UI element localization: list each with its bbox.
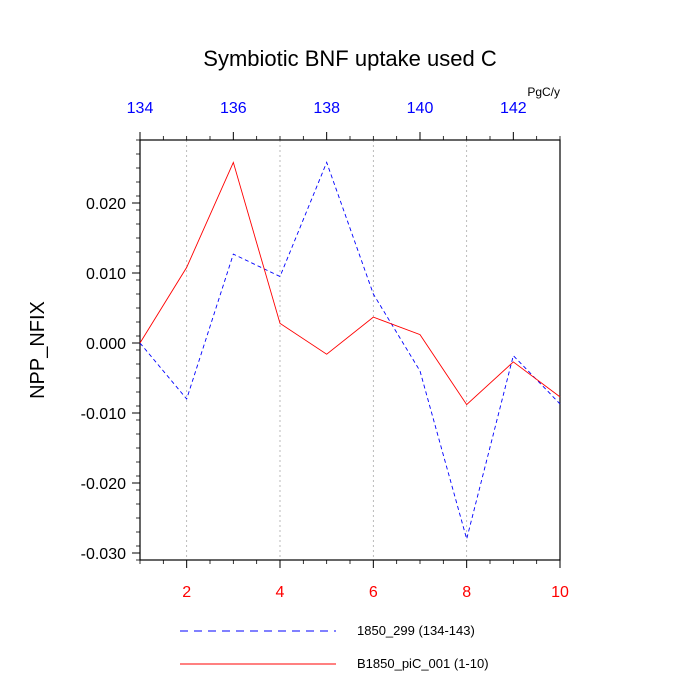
- minor-ticks: [136, 136, 561, 564]
- top-tick-label-134: 134: [127, 100, 154, 117]
- units-label: PgC/y: [527, 85, 560, 99]
- bottom-tick-label-4: 4: [276, 584, 285, 601]
- bottom-tick-label-2: 2: [182, 584, 191, 601]
- y-tick-label: -0.030: [81, 546, 126, 563]
- grid-lines: [186, 140, 468, 560]
- y-tick-label: 0.020: [86, 196, 126, 213]
- tick-labels: 2 4 6 8 10 134 136 138 140 142 -0.030 -0.020 -0.010 0…: [81, 100, 569, 601]
- bottom-tick-label-6: 6: [369, 584, 378, 601]
- plot-frame: [139, 139, 561, 561]
- y-axis-title: NPP_NFIX: [27, 301, 49, 399]
- legend-label-1850-299: 1850_299 (134-143): [357, 623, 475, 638]
- top-tick-label-136: 136: [220, 100, 247, 117]
- series-lines: [139, 161, 561, 541]
- top-tick-label-140: 140: [407, 100, 434, 117]
- top-tick-label-138: 138: [313, 100, 340, 117]
- y-tick-label: -0.020: [81, 476, 126, 493]
- series-line-1850-299: [139, 161, 561, 541]
- bottom-tick-label-8: 8: [462, 584, 471, 601]
- legend: 1850_299 (134-143) B1850_piC_001 (1-10): [180, 623, 489, 671]
- y-tick-label: 0.000: [86, 336, 126, 353]
- series-line-b1850-pic-001: [139, 161, 561, 406]
- top-tick-label-142: 142: [500, 100, 527, 117]
- y-tick-label: 0.010: [86, 266, 126, 283]
- major-ticks: [132, 132, 561, 568]
- y-tick-label: -0.010: [81, 406, 126, 423]
- legend-label-b1850-pic-001: B1850_piC_001 (1-10): [357, 656, 489, 671]
- bottom-tick-label-10: 10: [551, 584, 569, 601]
- chart-title: Symbiotic BNF uptake used C: [203, 46, 497, 71]
